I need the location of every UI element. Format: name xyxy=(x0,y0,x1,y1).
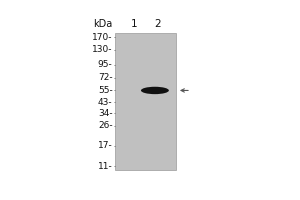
Text: kDa: kDa xyxy=(93,19,112,29)
Text: 130-: 130- xyxy=(92,45,112,54)
Text: 43-: 43- xyxy=(98,98,112,107)
Text: 26-: 26- xyxy=(98,121,112,130)
Text: 11-: 11- xyxy=(98,162,112,171)
Text: 1: 1 xyxy=(131,19,137,29)
Ellipse shape xyxy=(141,87,169,94)
Text: 170-: 170- xyxy=(92,33,112,42)
Text: 72-: 72- xyxy=(98,73,112,82)
Text: 17-: 17- xyxy=(98,141,112,150)
Bar xyxy=(116,33,176,170)
Text: 95-: 95- xyxy=(98,60,112,69)
Text: 34-: 34- xyxy=(98,109,112,118)
Text: 55-: 55- xyxy=(98,86,112,95)
Text: 2: 2 xyxy=(154,19,160,29)
